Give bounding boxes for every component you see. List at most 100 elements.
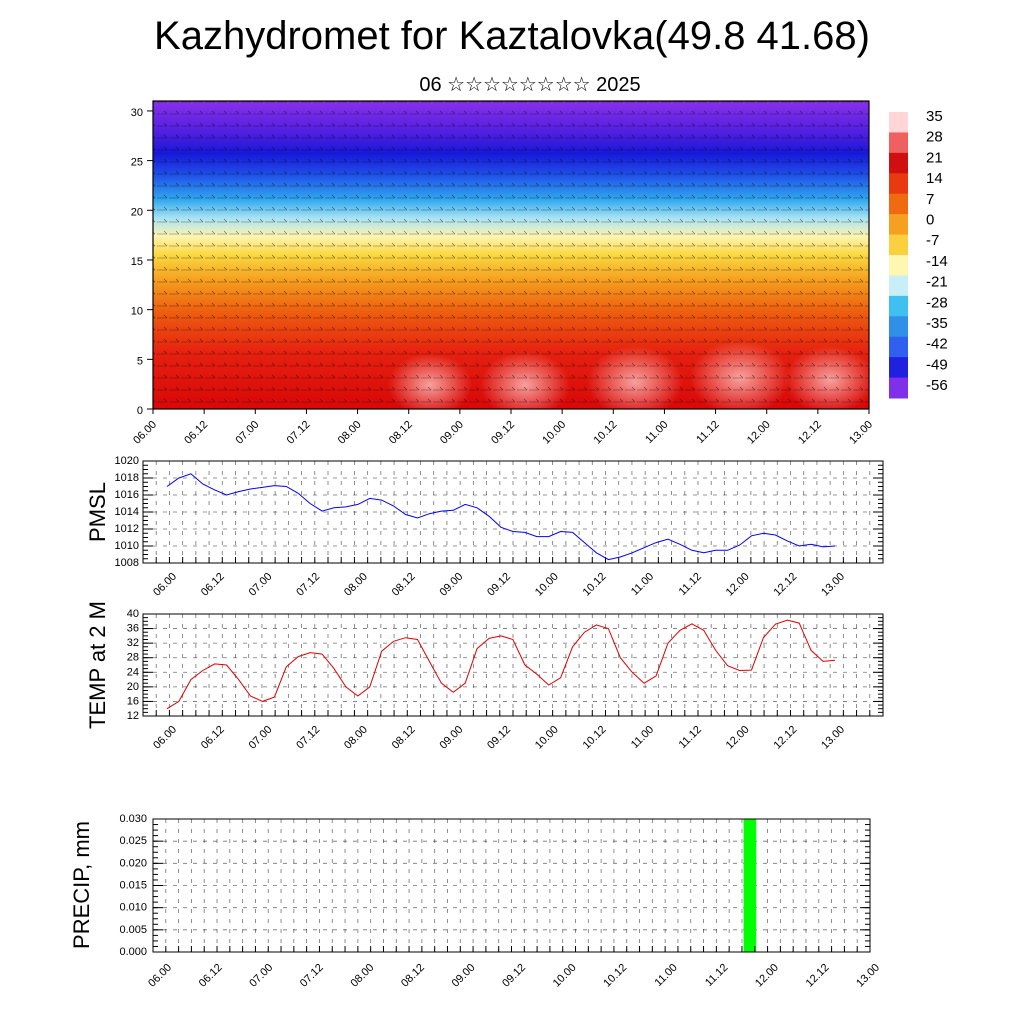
x-tick-label: 08.12 xyxy=(387,419,415,447)
x-tick-label: 08.12 xyxy=(399,962,427,990)
y-tick-label: 24 xyxy=(127,666,139,678)
wind-barbs-field xyxy=(153,101,869,409)
y-tick-label: 40 xyxy=(127,608,139,620)
y-tick-label: 1014 xyxy=(115,506,139,518)
x-tick-label: 11.00 xyxy=(652,962,679,989)
y-tick-label: 0.015 xyxy=(119,880,147,892)
x-tick-label: 09.12 xyxy=(500,962,528,990)
x-tick-label: 09.12 xyxy=(485,724,513,752)
x-tick-label: 08.00 xyxy=(342,724,370,752)
pmsl-series-line xyxy=(166,473,836,561)
colorbar: 35 28 21 14 7 0 -7 -14 -21 -28 -35 -42 -49 -56 xyxy=(889,108,948,399)
y-tick-label: 1010 xyxy=(115,540,139,552)
colorbar-swatch xyxy=(889,112,908,133)
colorbar-label: 21 xyxy=(926,149,943,166)
x-tick-label: 10.12 xyxy=(581,724,609,752)
colorbar-label: -49 xyxy=(926,356,948,373)
x-tick-label: 13.00 xyxy=(819,724,847,752)
precip-bars xyxy=(743,819,757,952)
y-tick-label: 20 xyxy=(131,206,143,218)
x-tick-label: 12.12 xyxy=(771,571,799,599)
x-tick-label: 12.00 xyxy=(753,962,781,990)
x-tick-label: 11.12 xyxy=(703,962,730,989)
y-tick-label: 0.000 xyxy=(119,946,147,958)
colorbar-label: 7 xyxy=(926,191,934,208)
colorbar-swatch xyxy=(889,357,908,379)
x-tick-label: 08.00 xyxy=(348,962,376,990)
y-tick-label: 0.030 xyxy=(119,813,147,825)
x-tick-label: 11.12 xyxy=(677,571,704,598)
y-tick-label: 1008 xyxy=(115,557,139,569)
x-tick-label: 12.00 xyxy=(724,724,752,752)
x-tick-label: 13.00 xyxy=(854,962,882,990)
y-tick-label: 0 xyxy=(137,405,143,417)
chart-title: Kazhydromet for Kaztalovka(49.8 41.68) xyxy=(154,14,870,58)
x-tick-label: 07.00 xyxy=(233,419,261,447)
x-tick-label: 06.00 xyxy=(151,724,179,752)
precip-panel: 0.000 0.005 0.010 0.015 0.020 0.025 0.030 06.00… xyxy=(69,813,882,990)
x-tick-label: 12.00 xyxy=(745,419,773,447)
y-tick-label: 28 xyxy=(127,652,139,664)
colorbar-swatch xyxy=(889,173,908,195)
colorbar-label: 0 xyxy=(926,212,934,229)
x-tick-label: 10.12 xyxy=(581,571,609,599)
x-tick-label: 08.12 xyxy=(390,571,418,599)
y-tick-label: 1020 xyxy=(115,455,139,467)
colorbar-label: -42 xyxy=(926,336,948,353)
x-tick-label: 11.00 xyxy=(643,419,670,446)
y-tick-label: 20 xyxy=(127,681,139,693)
pmsl-ylabel: PMSL xyxy=(85,482,110,542)
x-tick-label: 10.00 xyxy=(540,419,568,447)
y-tick-label: 32 xyxy=(127,637,139,649)
colorbar-swatch xyxy=(889,214,908,236)
y-tick-label: 10 xyxy=(131,306,143,318)
x-tick-label: 09.00 xyxy=(438,419,466,447)
pmsl-axes: 1008 1010 1012 1014 1016 1018 1020 06.00 06.12 07… xyxy=(115,455,884,599)
x-tick-label: 10.00 xyxy=(533,571,561,599)
x-tick-label: 10.12 xyxy=(601,962,629,990)
x-tick-label: 12.12 xyxy=(771,724,799,752)
precip-ylabel: PRECIP, mm xyxy=(69,821,94,949)
y-tick-label: 5 xyxy=(137,355,143,367)
x-tick-label: 11.00 xyxy=(629,724,656,751)
x-tick-label: 09.00 xyxy=(437,724,465,752)
y-tick-label: 0.020 xyxy=(119,857,147,869)
colorbar-label: -56 xyxy=(926,377,948,394)
temp-axes: 12 16 20 24 28 32 36 40 06.00 06.12 07.00 07.12 08.0… xyxy=(127,608,884,752)
x-tick-label: 07.12 xyxy=(285,419,313,447)
x-tick-label: 09.12 xyxy=(489,419,517,447)
y-tick-label: 12 xyxy=(127,710,139,722)
colorbar-swatch xyxy=(889,275,908,297)
x-tick-label: 08.12 xyxy=(390,724,418,752)
x-tick-label: 13.00 xyxy=(847,419,875,447)
y-tick-label: 1012 xyxy=(115,523,139,535)
colorbar-label: 35 xyxy=(926,108,943,125)
colorbar-swatch xyxy=(889,336,908,358)
y-tick-label: 0.005 xyxy=(119,924,147,936)
colorbar-label: -35 xyxy=(926,315,948,332)
chart-subtitle: 06 ☆☆☆☆☆☆☆☆ 2025 xyxy=(419,74,641,96)
cross-section-panel: 0 5 10 15 20 25 30 06.00 06.12 07.00 07.12 08.00 08… xyxy=(131,100,875,447)
y-tick-label: 1018 xyxy=(115,472,139,484)
y-tick-label: 0.010 xyxy=(119,902,147,914)
y-tick-label: 30 xyxy=(131,107,143,119)
x-tick-label: 06.00 xyxy=(131,419,159,447)
x-tick-label: 09.12 xyxy=(485,571,513,599)
colorbar-label: -28 xyxy=(926,294,948,311)
pmsl-grid xyxy=(143,461,883,563)
x-tick-label: 06.12 xyxy=(182,419,210,447)
temp-panel: 12 16 20 24 28 32 36 40 06.00 06.12 07.00 07.12 08.0… xyxy=(85,601,884,752)
colorbar-label: 28 xyxy=(926,129,943,146)
colorbar-swatch xyxy=(889,295,908,317)
y-tick-label: 15 xyxy=(131,256,143,268)
colorbar-swatch xyxy=(889,255,908,276)
colorbar-label: 14 xyxy=(926,170,943,187)
temp-grid xyxy=(143,614,883,716)
x-tick-label: 07.00 xyxy=(247,724,275,752)
x-tick-label: 11.12 xyxy=(694,419,721,446)
x-tick-label: 08.00 xyxy=(342,571,370,599)
cross-section-y-axis: 0 5 10 15 20 25 30 xyxy=(131,107,153,417)
x-tick-label: 11.00 xyxy=(629,571,656,598)
x-tick-label: 09.00 xyxy=(437,571,465,599)
